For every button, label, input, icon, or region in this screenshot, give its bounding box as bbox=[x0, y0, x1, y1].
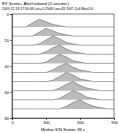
x-tick-label: 300 bbox=[43, 120, 50, 125]
title: EV Scenic, Afar/Isolated (Z-seismic) bbox=[2, 1, 69, 6]
trace bbox=[12, 19, 114, 27]
y-tick-label: 20 bbox=[5, 38, 10, 43]
y-tick-label: 60 bbox=[5, 90, 10, 95]
x-tick: 600 bbox=[77, 118, 84, 125]
trace bbox=[12, 28, 114, 36]
trace bbox=[12, 82, 114, 91]
trace bbox=[12, 91, 114, 100]
y-axis: 0 20 40 60 80 bbox=[5, 12, 13, 121]
y-tick: 20 bbox=[5, 38, 12, 43]
trace bbox=[12, 45, 114, 54]
y-tick: 40 bbox=[5, 64, 12, 69]
traces bbox=[12, 19, 114, 109]
y-tick-mark bbox=[10, 118, 12, 119]
y-tick-label: 0 bbox=[7, 12, 10, 17]
trace bbox=[12, 36, 114, 45]
trace bbox=[12, 73, 114, 82]
x-axis: 0 300 600 900 bbox=[11, 118, 118, 125]
chart: 0 300 600 900 0 20 40 60 80 EV Scenic, Afar/Isola… bbox=[0, 0, 118, 133]
trace bbox=[12, 100, 114, 109]
x-tick-label: 900 bbox=[111, 120, 118, 125]
trace bbox=[12, 54, 114, 63]
y-tick-label: 40 bbox=[5, 64, 10, 69]
y-tick-mark bbox=[10, 14, 12, 15]
x-tick-label: 600 bbox=[77, 120, 84, 125]
trace bbox=[12, 63, 114, 72]
subtitle: 2009-12-18 17:30:48 Lat=-0.2948 Lon=43.7… bbox=[2, 7, 93, 11]
x-tick-label: 0 bbox=[11, 120, 14, 125]
x-tick: 900 bbox=[111, 118, 118, 125]
y-tick-mark bbox=[10, 66, 12, 67]
y-tick: 80 bbox=[5, 116, 12, 121]
y-tick-label: 80 bbox=[5, 116, 10, 121]
y-tick-mark bbox=[10, 40, 12, 41]
y-tick-mark bbox=[10, 92, 12, 93]
x-tick: 300 bbox=[43, 118, 50, 125]
x-axis-title: Median S/N Station: 86 s bbox=[41, 127, 85, 132]
y-axis-line bbox=[10, 15, 13, 119]
y-tick: 0 bbox=[7, 12, 12, 17]
y-tick: 60 bbox=[5, 90, 12, 95]
x-axis-line bbox=[13, 119, 115, 121]
x-tick: 0 bbox=[11, 118, 14, 125]
plot-frame bbox=[12, 14, 114, 118]
